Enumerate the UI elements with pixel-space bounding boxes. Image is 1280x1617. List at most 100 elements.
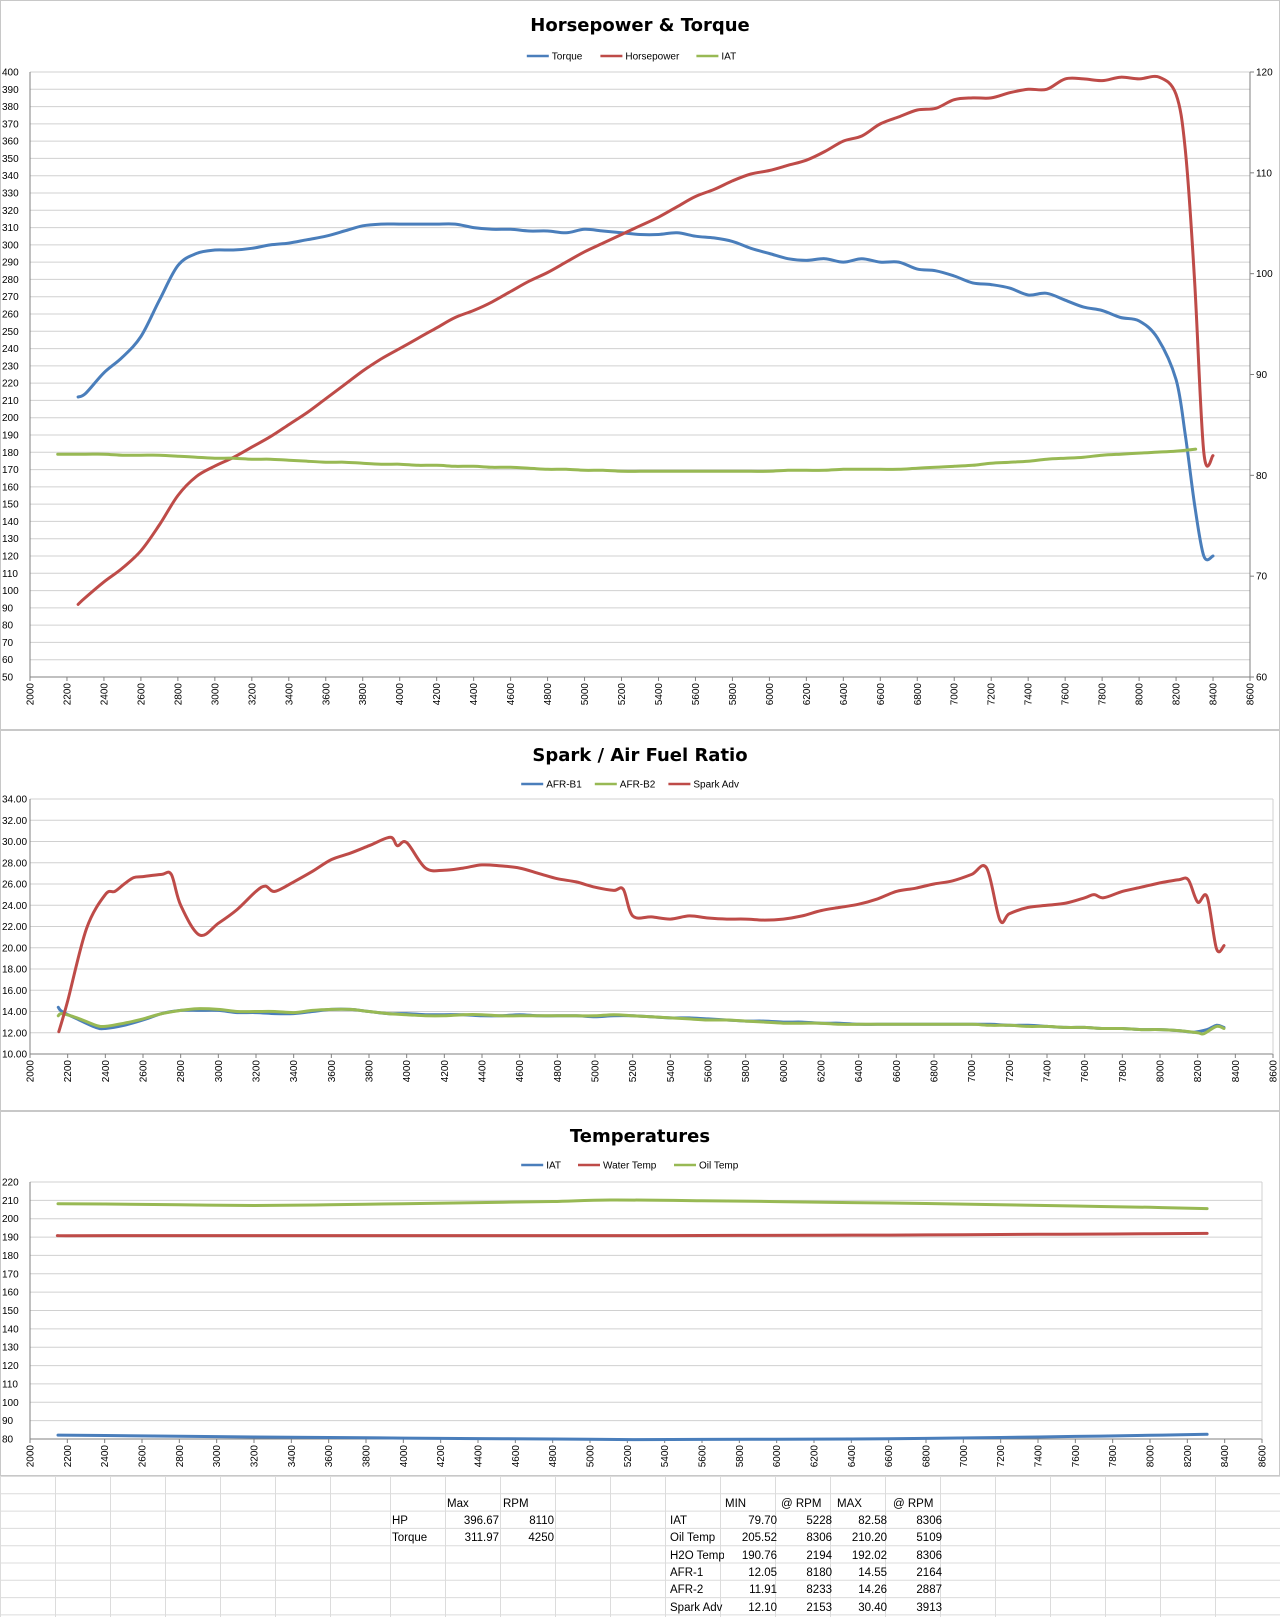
y-tick-label: 160 [2,1288,19,1299]
x-tick-label: 7000 [950,683,961,706]
x-tick-label: 5800 [741,1060,752,1083]
x-tick-label: 6600 [892,1060,903,1083]
x-tick-label: 7800 [1108,1445,1119,1468]
y-tick-label: 80 [2,621,14,632]
x-tick-label: 7000 [967,1060,978,1083]
y-tick-label: 210 [2,396,19,407]
legend-label-water-temp: Water Temp [603,1161,657,1172]
x-tick-label: 3200 [252,1060,263,1083]
range-row-min: 11.91 [749,1584,777,1597]
y-tick-label: 200 [2,413,19,424]
range-row-max: 210.20 [851,1532,887,1545]
y-tick-label: 360 [2,137,19,148]
x-tick-label: 2000 [26,1445,37,1468]
range-row-max: 14.55 [858,1566,887,1579]
y-tick-label: 26.00 [2,880,27,891]
y-tick-label: 340 [2,171,19,182]
range-row-max: 82.58 [858,1515,887,1527]
x-tick-label: 7400 [1024,683,1035,706]
y-tick-label: 280 [2,275,19,286]
x-tick-label: 8200 [1172,683,1183,706]
summary-row-label: HP [392,1515,408,1527]
y-tick-label: 260 [2,310,19,321]
range-row-max-rpm: 2164 [916,1566,942,1579]
y-tick-label: 120 [2,552,19,563]
x-tick-label: 8600 [1246,683,1257,706]
y-tick-label: 150 [2,1306,19,1317]
x-tick-label: 7600 [1061,683,1072,706]
x-tick-label: 6600 [884,1445,895,1468]
y-tick-label: 240 [2,344,19,355]
x-tick-label: 4600 [506,683,517,706]
range-row-max-rpm: 8306 [916,1549,942,1562]
range-row-min-rpm: 2153 [806,1601,832,1614]
x-tick-label: 2000 [26,683,37,706]
y-tick-label: 120 [2,1361,19,1372]
legend-label-iat: IAT [546,1161,561,1172]
x-tick-label: 8000 [1146,1445,1157,1468]
x-tick-label: 4800 [553,1060,564,1083]
y-tick-label: 230 [2,361,19,372]
y-tick-label: 14.00 [2,1007,27,1018]
y-tick-label: 90 [2,1416,14,1427]
chart-title: Temperatures [570,1126,710,1147]
y-tick-label: 310 [2,223,19,234]
x-tick-label: 3000 [212,1445,223,1468]
range-row-max-rpm: 5109 [916,1532,942,1545]
x-tick-label: 8400 [1220,1445,1231,1468]
x-tick-label: 4800 [543,683,554,706]
x-tick-label: 7400 [1034,1445,1045,1468]
x-tick-label: 6200 [802,683,813,706]
x-tick-label: 3200 [247,683,258,706]
range-row-max: 14.26 [858,1584,887,1597]
x-tick-label: 5400 [666,1060,677,1083]
legend-label-afr-b2: AFR-B2 [620,780,656,791]
y-tick-label: 350 [2,154,19,165]
y-tick-label: 140 [2,517,19,528]
x-tick-label: 5200 [617,683,628,706]
y-tick-label: 20.00 [2,943,27,954]
x-tick-label: 2800 [173,683,184,706]
x-tick-label: 6400 [847,1445,858,1468]
summary-row-max: 311.97 [464,1532,499,1544]
x-tick-label: 2600 [139,1060,150,1083]
range-row-min: 190.76 [741,1549,777,1562]
series-line-iat [56,447,1198,473]
y-tick-label: 16.00 [2,986,27,997]
x-tick-label: 8400 [1209,683,1220,706]
x-tick-label: 2400 [101,1060,112,1083]
legend-label-spark-adv: Spark Adv [693,780,739,791]
series-line-horsepower [76,74,1215,606]
y-tick-label: 330 [2,189,19,200]
x-tick-label: 5800 [728,683,739,706]
y2-tick-label: 60 [1256,673,1268,684]
x-tick-label: 5400 [660,1445,671,1468]
summary-row-max: 396.67 [463,1515,499,1527]
x-tick-label: 7200 [987,683,998,706]
x-tick-label: 4200 [436,1445,447,1468]
x-tick-label: 4200 [440,1060,451,1083]
x-tick-label: 5000 [580,683,591,706]
summary-row-rpm: 8110 [529,1515,554,1527]
x-tick-label: 3400 [289,1060,300,1083]
series-line-iat [56,1432,1209,1442]
legend-label-oil-temp: Oil Temp [699,1161,739,1172]
horsepower-torque-chart: Horsepower & Torque Torque Horsepower IAT 50… [0,0,1280,730]
x-tick-label: 3400 [287,1445,298,1468]
range-row-max: 30.40 [858,1601,887,1614]
x-tick-label: 2800 [175,1445,186,1468]
x-tick-label: 3000 [214,1060,225,1083]
y-tick-label: 170 [2,465,19,476]
x-tick-label: 4400 [474,1445,485,1468]
y-tick-label: 400 [2,68,19,79]
chart-title: Spark / Air Fuel Ratio [532,745,747,766]
x-tick-label: 7600 [1071,1445,1082,1468]
summary-row-label: Torque [392,1532,428,1544]
range-row-label: AFR-1 [670,1566,704,1579]
legend-label-horsepower: Horsepower [625,52,680,63]
x-tick-label: 5800 [735,1445,746,1468]
range-header-max: MAX [837,1498,862,1510]
series-line-water-temp [55,1231,1209,1238]
x-tick-label: 4400 [469,683,480,706]
y-tick-label: 24.00 [2,901,27,912]
